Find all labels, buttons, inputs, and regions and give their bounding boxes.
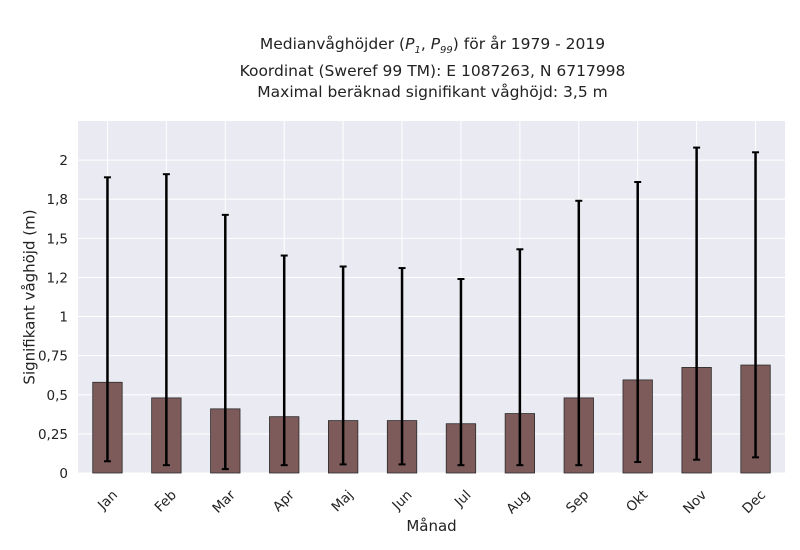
- y-tick-label: 0: [59, 466, 68, 482]
- errorbar-Jun: [398, 267, 406, 466]
- title-line-1-prefix: Medianvåghöjder (: [259, 35, 406, 53]
- y-tick-label: 1: [59, 310, 68, 326]
- x-tick-label: Jul: [451, 487, 475, 511]
- x-tick-labels: Jan Feb Mar Apr Maj Jun Jul Aug Sep Okt Nov Dec: [94, 487, 769, 517]
- x-tick-label: Apr: [270, 487, 298, 515]
- errorbar-Jul: [457, 278, 465, 467]
- y-tick-label: 0,25: [38, 427, 68, 443]
- x-tick-label: Sep: [563, 487, 592, 516]
- x-tick-label: Okt: [623, 487, 651, 515]
- y-axis-label: Signifikant våghöjd (m): [20, 209, 38, 384]
- y-tick-label: 0,5: [47, 388, 68, 404]
- title-line-1: Medianvåghöjder (P1, P99) för år 1979 - …: [259, 35, 606, 57]
- x-tick-label: Mar: [209, 487, 239, 517]
- x-tick-label: Dec: [739, 487, 769, 517]
- errorbar-Aug: [516, 248, 524, 467]
- error-bars: [103, 146, 760, 471]
- y-tick-label: 1,5: [47, 231, 68, 247]
- y-tick-labels: 0 0,25 0,5 0,75 1 1,2 1,5 1,8 2: [38, 153, 68, 482]
- title-line-3: Maximal beräknad signifikant våghöjd: 3,…: [257, 83, 608, 102]
- x-tick-label: Maj: [329, 487, 357, 515]
- y-tick-label: 0,75: [38, 349, 68, 365]
- title-p1: P1: [405, 35, 421, 57]
- y-tick-label: 1,8: [47, 192, 68, 208]
- errorbar-Nov: [693, 146, 701, 461]
- plot-area: [78, 121, 785, 473]
- x-tick-label: Jan: [94, 487, 121, 514]
- title-line-1-suffix: ) för år 1979 - 2019: [452, 35, 606, 53]
- errorbar-Apr: [280, 254, 288, 467]
- errorbar-Sep: [575, 199, 583, 467]
- x-tick-label: Jun: [389, 487, 416, 514]
- errorbar-Maj: [339, 265, 347, 466]
- y-tick-label: 1,2: [47, 270, 68, 286]
- errorbar-Okt: [634, 181, 642, 464]
- title-line-2: Koordinat (Sweref 99 TM): E 1087263, N 6…: [239, 62, 626, 81]
- x-tick-label: Aug: [503, 487, 533, 517]
- x-tick-label: Feb: [152, 487, 180, 515]
- chart-title: Medianvåghöjder (P1, P99) för år 1979 - …: [80, 34, 785, 103]
- errorbar-Dec: [752, 151, 760, 459]
- x-tick-label: Nov: [680, 487, 710, 517]
- errorbar-Mar: [221, 213, 229, 471]
- title-p99: P99: [430, 35, 453, 57]
- errorbar-Feb: [162, 173, 170, 467]
- x-axis-label: Månad: [406, 517, 456, 535]
- errorbar-Jan: [103, 176, 111, 463]
- y-tick-label: 2: [59, 153, 68, 169]
